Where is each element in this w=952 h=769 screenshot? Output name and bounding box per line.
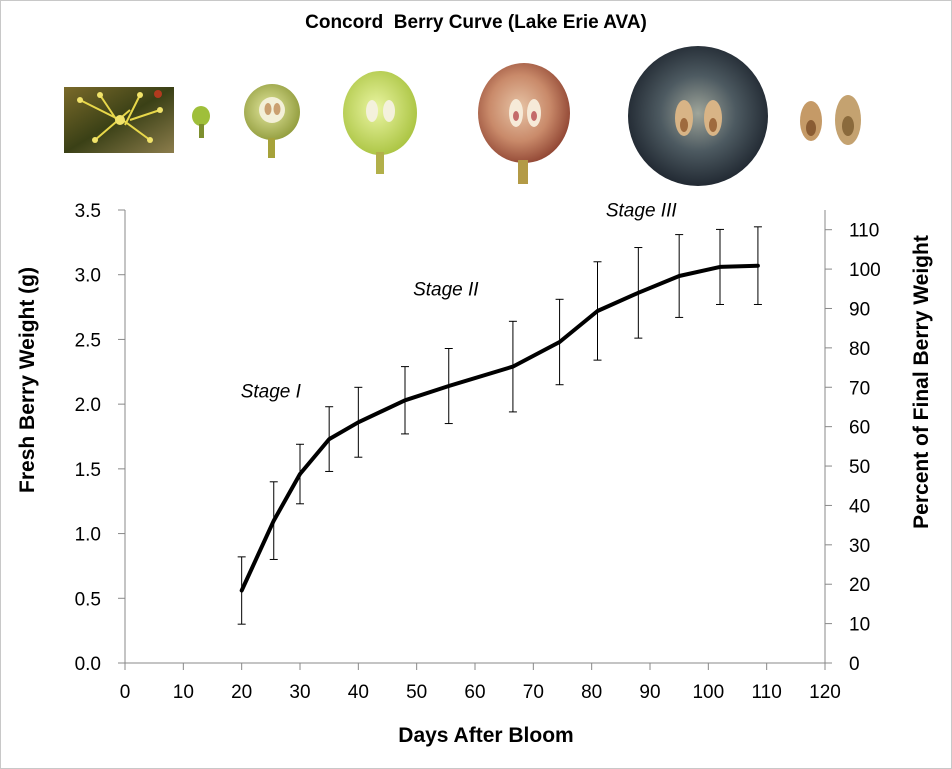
berry-stage-images bbox=[64, 46, 861, 186]
data-point bbox=[558, 340, 562, 344]
x-tick-label: 40 bbox=[348, 682, 369, 703]
seeds-photo bbox=[800, 95, 861, 145]
data-point bbox=[718, 265, 722, 269]
y2-tick-label: 110 bbox=[849, 221, 879, 242]
x-tick-label: 80 bbox=[581, 682, 602, 703]
y2-tick-label: 50 bbox=[849, 457, 870, 478]
x-tick-label: 20 bbox=[231, 682, 252, 703]
y-tick-label: 2.5 bbox=[75, 330, 101, 351]
series bbox=[237, 226, 762, 625]
x-axis-label: Days After Bloom bbox=[398, 724, 573, 747]
y-axis-label: Fresh Berry Weight (g) bbox=[16, 267, 39, 493]
y2-tick-label: 30 bbox=[849, 536, 870, 557]
y-tick-label: 1.0 bbox=[75, 525, 101, 546]
y-tick-label: 3.5 bbox=[75, 201, 101, 222]
data-point bbox=[596, 309, 599, 313]
x-tick-label: 10 bbox=[173, 682, 194, 703]
y-tick-label: 0.5 bbox=[75, 589, 101, 610]
stage-annotation: Stage III bbox=[606, 200, 677, 221]
x-tick-label: 70 bbox=[523, 682, 544, 703]
veraison-berry-photo bbox=[478, 63, 570, 184]
y2-tick-label: 100 bbox=[849, 260, 881, 281]
data-point bbox=[403, 398, 407, 402]
data-point bbox=[356, 420, 360, 424]
x-tick-label: 100 bbox=[692, 682, 724, 703]
x-tick-label: 60 bbox=[464, 682, 485, 703]
data-point bbox=[447, 384, 451, 388]
y-tick-label: 3.0 bbox=[75, 266, 101, 287]
y2-tick-label: 90 bbox=[849, 299, 870, 320]
bloom-flower-photo bbox=[64, 87, 174, 153]
y2-tick-label: 40 bbox=[849, 496, 870, 517]
data-point bbox=[298, 472, 302, 476]
y-tick-label: 1.5 bbox=[75, 460, 101, 481]
x-tick-label: 120 bbox=[809, 682, 841, 703]
y2-axis-label: Percent of Final Berry Weight bbox=[910, 235, 933, 529]
x-tick-label: 110 bbox=[752, 682, 782, 703]
data-point bbox=[756, 264, 760, 268]
green-berry-photo bbox=[343, 71, 417, 174]
annotations: Stage I Stage II Stage III bbox=[241, 200, 678, 402]
data-point bbox=[677, 274, 681, 278]
x-tick-label: 50 bbox=[406, 682, 427, 703]
fruit-set-photo bbox=[192, 106, 210, 138]
stage-annotation: Stage I bbox=[241, 382, 302, 403]
x-tick-label: 0 bbox=[120, 682, 131, 703]
y-tick-label: 0.0 bbox=[75, 654, 101, 675]
y2-tick-label: 70 bbox=[849, 378, 870, 399]
axes: 0 10 20 30 40 50 60 70 80 90 100 110 1200.00.51.01.5… bbox=[75, 201, 881, 703]
data-point bbox=[511, 365, 515, 369]
early-green-berry-photo bbox=[244, 84, 300, 158]
y2-tick-label: 80 bbox=[849, 339, 870, 360]
data-point bbox=[327, 437, 331, 441]
x-tick-label: 90 bbox=[639, 682, 660, 703]
data-point bbox=[636, 291, 640, 295]
series-line bbox=[239, 263, 760, 593]
data-point bbox=[272, 519, 276, 523]
y2-tick-label: 60 bbox=[849, 418, 870, 439]
y-tick-label: 2.0 bbox=[75, 395, 101, 416]
chart-title: Concord Berry Curve (Lake Erie AVA) bbox=[305, 12, 647, 33]
x-tick-label: 30 bbox=[289, 682, 310, 703]
y2-tick-label: 20 bbox=[849, 575, 870, 596]
y2-tick-label: 10 bbox=[849, 615, 870, 636]
y2-tick-label: 0 bbox=[849, 654, 860, 675]
ripe-berry-photo bbox=[628, 46, 768, 186]
data-point bbox=[240, 589, 244, 593]
stage-annotation: Stage II bbox=[413, 279, 479, 300]
